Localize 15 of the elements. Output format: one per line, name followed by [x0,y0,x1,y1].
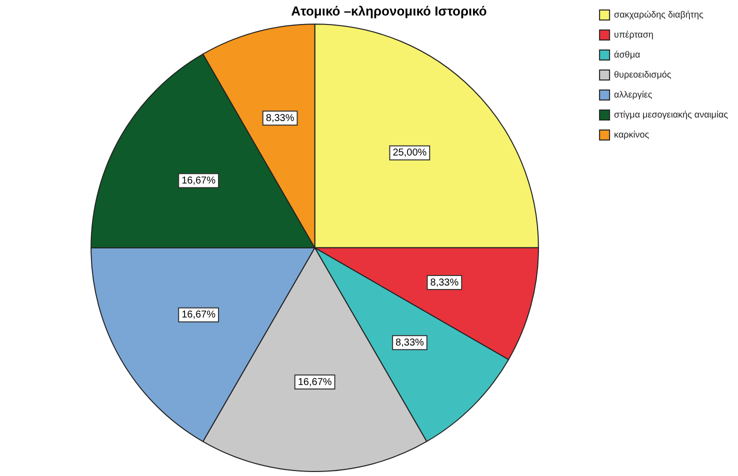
chart-title: Ατομικό –κληρονομικό Ιστορικό [291,3,487,18]
data-label: 16,67% [298,376,332,388]
legend-label: θυρεοειδισμός [614,69,672,80]
legend-label: άσθμα [614,49,640,60]
legend-label: υπέρταση [614,29,654,40]
data-label: 25,00% [392,148,427,159]
legend-label: στίγμα μεσογειακής αναιμίας [614,109,729,120]
data-label: 8,33% [266,112,294,124]
legend-label: καρκίνος [614,129,650,140]
data-label: 16,67% [182,310,216,321]
legend-label: σακχαρώδης διαβήτης [614,9,704,20]
legend-label: αλλεργίες [614,89,653,100]
data-label: 8,33% [430,277,459,288]
data-label: 8,33% [396,337,424,348]
data-label: 16,67% [182,175,216,186]
